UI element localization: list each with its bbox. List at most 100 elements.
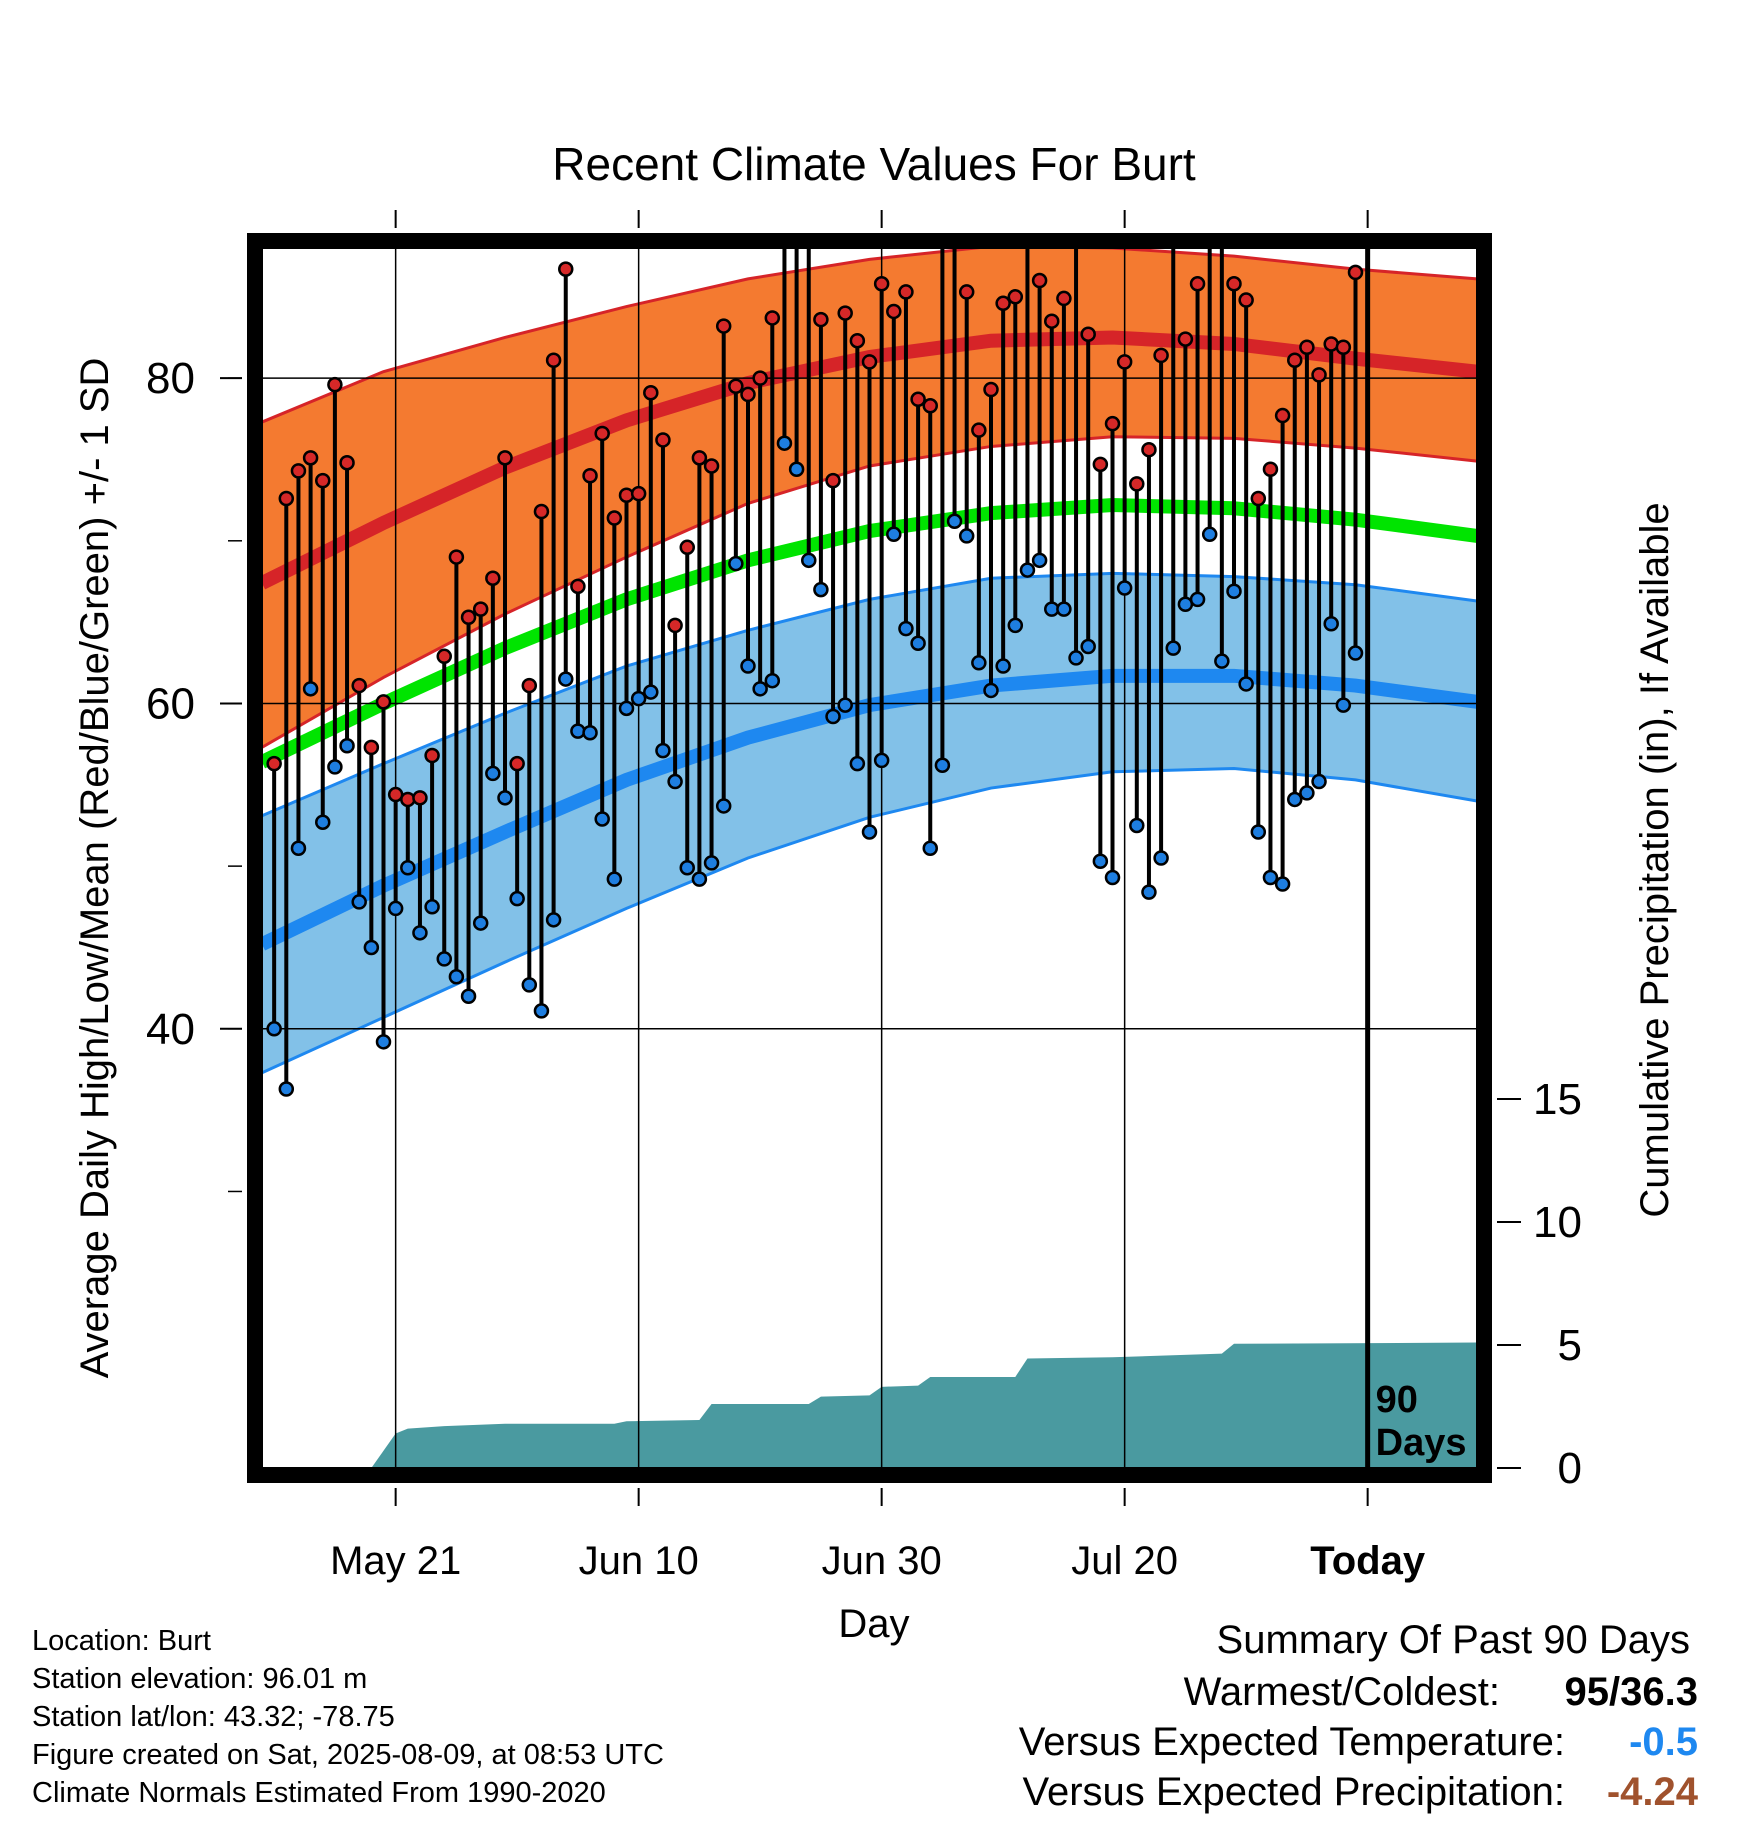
- daily-high-point: [497, 450, 513, 466]
- daily-low-point: [679, 860, 695, 876]
- daily-low-point: [1201, 526, 1218, 543]
- daily-low-point: [290, 840, 307, 856]
- daily-high-point: [339, 454, 355, 471]
- daily-high-point: [1226, 276, 1242, 292]
- daily-low-point: [630, 690, 647, 707]
- daily-high-point: [778, 189, 791, 202]
- daily-high-point: [983, 381, 999, 398]
- daily-high-point: [1311, 367, 1327, 383]
- daily-low-point: [886, 526, 902, 543]
- daily-low-point: [825, 708, 841, 725]
- daily-high-point: [679, 539, 695, 556]
- daily-low-point: [801, 552, 817, 569]
- daily-low-point: [873, 752, 890, 769]
- daily-high-point: [922, 398, 938, 414]
- daily-high-point: [715, 318, 732, 334]
- daily-high-point: [618, 487, 635, 504]
- daily-high-point: [545, 352, 562, 368]
- daily-low-point: [837, 697, 853, 713]
- summary-title: Summary Of Past 90 Days: [1216, 1618, 1690, 1662]
- station-info: Location: Burt Station elevation: 96.01 …: [32, 1622, 664, 1812]
- daily-high-point: [1189, 276, 1206, 292]
- daily-low-point: [813, 581, 829, 598]
- daily-high-point: [728, 378, 744, 395]
- daily-low-point: [1347, 645, 1364, 661]
- daily-low-point: [558, 671, 574, 687]
- daily-low-point: [667, 773, 683, 790]
- daily-low-point: [545, 912, 562, 928]
- plot-frame: [247, 233, 1492, 1483]
- daily-high-point: [606, 510, 623, 526]
- daily-low-point: [752, 681, 768, 697]
- daily-high-point: [1080, 326, 1096, 342]
- summary-precip-label: Versus Expected Precipitation:: [1022, 1770, 1565, 1814]
- info-created: Figure created on Sat, 2025-08-09, at 08…: [32, 1739, 664, 1771]
- y2-tick-label: 10: [1533, 1198, 1582, 1247]
- daily-high-point: [643, 385, 659, 401]
- daily-low-point: [472, 915, 489, 931]
- daily-high-point: [1215, 189, 1228, 202]
- daily-low-point: [521, 977, 538, 993]
- daily-high-point: [873, 276, 890, 292]
- daily-high-point: [582, 467, 598, 484]
- daily-low-point: [278, 1081, 295, 1097]
- daily-low-point: [400, 860, 416, 876]
- daily-low-point: [618, 700, 635, 717]
- summary-temp-value: -0.5: [1629, 1720, 1698, 1764]
- daily-low-point: [1007, 617, 1024, 634]
- daily-low-point: [983, 682, 999, 699]
- daily-low-point: [339, 738, 355, 754]
- daily-low-point: [946, 513, 963, 530]
- daily-high-point: [412, 790, 428, 806]
- daily-high-point: [448, 549, 465, 565]
- daily-low-point: [1189, 591, 1206, 608]
- daily-high-point: [1299, 339, 1315, 355]
- daily-high-point: [740, 386, 756, 403]
- daily-low-point: [1092, 853, 1109, 870]
- daily-high-point: [400, 791, 416, 808]
- daily-low-point: [1019, 562, 1036, 578]
- summary-warmest-label: Warmest/Coldest:: [1183, 1670, 1500, 1714]
- daily-low-point: [1287, 791, 1303, 808]
- daily-low-point: [703, 855, 720, 871]
- daily-low-point: [971, 655, 987, 671]
- daily-high-point: [752, 370, 768, 386]
- daily-high-point: [825, 472, 841, 489]
- daily-high-point: [1250, 490, 1267, 507]
- daily-low-point: [922, 840, 938, 856]
- daily-high-point: [861, 354, 878, 370]
- daily-low-point: [788, 461, 805, 477]
- daily-high-point: [1116, 354, 1133, 370]
- y2-tick-label: 15: [1533, 1075, 1582, 1124]
- daily-high-point: [849, 332, 866, 349]
- daily-high-point: [655, 432, 671, 448]
- summary-temp-label: Versus Expected Temperature:: [1018, 1720, 1565, 1764]
- x-tick-label: Jul 20: [1071, 1539, 1178, 1583]
- daily-low-point: [1299, 785, 1315, 801]
- daily-high-point: [837, 305, 853, 321]
- daily-high-point: [533, 503, 550, 520]
- daily-low-point: [533, 1003, 550, 1019]
- daily-low-point: [715, 798, 732, 814]
- daily-low-point: [643, 684, 659, 700]
- daily-high-point: [558, 261, 574, 277]
- daily-low-point: [266, 1021, 282, 1037]
- y2-tick-label: 0: [1558, 1444, 1582, 1493]
- daily-high-point: [460, 609, 477, 626]
- low-sd-band: [262, 573, 1477, 1073]
- x-axis-label: Day: [838, 1602, 909, 1646]
- daily-high-point: [290, 463, 307, 479]
- daily-high-point: [1031, 272, 1048, 289]
- daily-high-point: [302, 450, 319, 466]
- daily-low-point: [302, 681, 319, 697]
- daily-high-point: [472, 601, 489, 617]
- daily-low-point: [1323, 616, 1339, 632]
- daily-high-point: [363, 739, 380, 756]
- daily-high-point: [1203, 219, 1216, 232]
- daily-low-point: [1056, 601, 1072, 617]
- daily-low-point: [448, 968, 465, 985]
- daily-low-point: [691, 871, 708, 887]
- x-tick-label: May 21: [330, 1539, 461, 1583]
